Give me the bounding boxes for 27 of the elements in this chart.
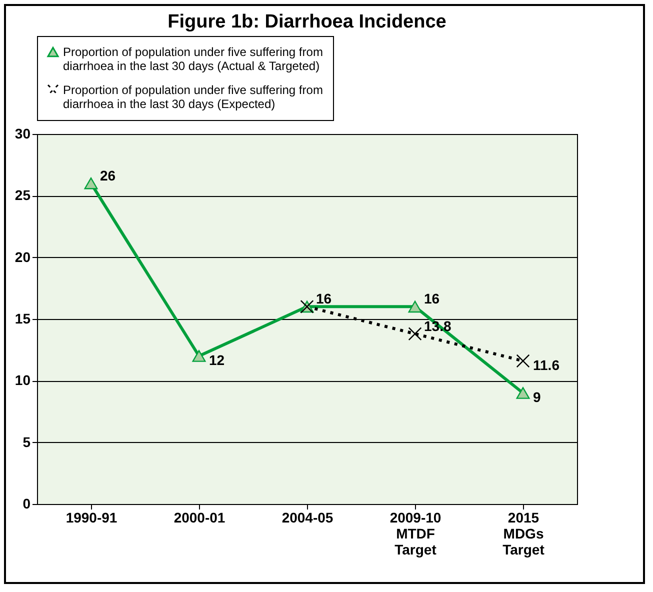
point [84,177,98,190]
x-tick-label: 2009-10 MTDF Target [390,510,442,558]
y-tick-label: 5 [22,434,31,450]
point [516,354,530,368]
point [408,300,422,313]
point [408,327,422,341]
y-tick-label: 30 [14,126,31,142]
data-label: 11.6 [533,356,560,373]
data-label: 16 [424,290,440,307]
x-tick-label: 2000-01 [174,510,226,526]
data-label: 26 [100,167,116,184]
y-tick-label: 25 [14,187,31,204]
legend-label: Proportion of population under five suffering from diarrhoea in the last 30 days (Actual & Targeted) [63,45,323,73]
y-tick-label: 15 [14,310,31,326]
y-tick-label: 0 [22,496,31,512]
legend-label: Proportion of population under five suffering from diarrhoea in the last 30 days (Expected) [63,83,323,111]
x-tick-label: 2004-05 [282,510,334,526]
chart-title: Figure 1b: Diarrhoea Incidence [168,12,446,32]
data-label: 16 [316,290,332,307]
y-tick-label: 10 [14,372,31,388]
data-label: 12 [209,352,225,368]
x-tick-label: 1990-91 [66,510,118,526]
data-label: 9 [533,389,541,405]
x-tick-label: 2015 MDGs Target [502,510,545,558]
point [516,387,530,399]
point [192,350,206,362]
y-tick-label: 20 [14,248,31,265]
